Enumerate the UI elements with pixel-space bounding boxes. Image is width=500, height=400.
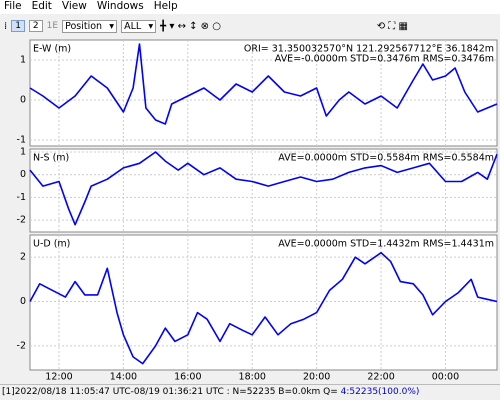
panel-annotation: AVE=0.0000m STD=0.5584m RMS=0.5584m bbox=[278, 153, 494, 164]
x-tick-label: 22:00 bbox=[367, 372, 394, 383]
data-line bbox=[29, 251, 498, 365]
toolbar: ⁞ 1 2 1E Position ALL ╋ ▾ ↔ ↕ ⊗ ○ ⟲ ⛶ ▦ bbox=[0, 14, 500, 38]
y-tick-label: -1 bbox=[17, 192, 26, 203]
x-tick-label: 00:00 bbox=[432, 372, 459, 383]
grip: ⁞ bbox=[4, 20, 8, 32]
panel-annotation: ORI= 31.350032570°N 121.292567712°E 36.1… bbox=[244, 44, 494, 55]
toolbar-button[interactable]: 1 bbox=[11, 20, 25, 32]
status-bar: [1]2022/08/18 11:05:47 UTC-08/19 01:36:2… bbox=[0, 384, 500, 400]
toolbar-button[interactable]: 2 bbox=[28, 20, 43, 32]
panel bbox=[29, 148, 498, 233]
panel-title: U-D (m) bbox=[33, 239, 70, 250]
menu-bar: File Edit View Windows Help bbox=[0, 0, 500, 14]
menu-item[interactable]: Windows bbox=[96, 0, 144, 12]
y-tick-label: 0 bbox=[20, 95, 26, 106]
x-tick-label: 12:00 bbox=[45, 372, 72, 383]
panel bbox=[29, 39, 498, 147]
data-line bbox=[29, 43, 498, 125]
menu-item[interactable]: Edit bbox=[31, 0, 52, 12]
menu-item[interactable]: Help bbox=[153, 0, 178, 12]
y-tick-label: -2 bbox=[17, 215, 26, 226]
y-tick-label: 0 bbox=[20, 296, 26, 307]
panel-annotation: AVE=-0.0000m STD=0.3476m RMS=0.3476m bbox=[275, 54, 494, 65]
tool-icon[interactable]: ╋ ▾ ↔ ↕ ⊗ ○ ⟲ ⛶ ▦ bbox=[160, 20, 408, 32]
x-tick-label: 20:00 bbox=[303, 372, 330, 383]
x-tick-label: 18:00 bbox=[239, 372, 266, 383]
data-line bbox=[29, 151, 498, 226]
panel-title: E-W (m) bbox=[33, 44, 71, 55]
menu-item[interactable]: View bbox=[61, 0, 87, 12]
x-tick-label: 14:00 bbox=[110, 372, 137, 383]
y-tick-label: -2 bbox=[17, 340, 26, 351]
plot-area: -1 0 1 E-W (m) ORI= 31.350032570°N 121.29256… bbox=[17, 39, 498, 383]
y-tick-label: 1 bbox=[20, 55, 26, 66]
toolbar-button[interactable]: 1E bbox=[46, 21, 59, 31]
status-text: [1]2022/08/18 11:05:47 UTC-08/19 01:36:2… bbox=[2, 387, 341, 397]
y-tick-label: 0 bbox=[20, 169, 26, 180]
x-tick-label: 16:00 bbox=[174, 372, 201, 383]
panel-title: N-S (m) bbox=[33, 153, 69, 164]
plot-type-combo[interactable]: Position bbox=[62, 19, 118, 33]
panel-annotation: AVE=0.0000m STD=1.4432m RMS=1.4431m bbox=[278, 239, 494, 250]
y-tick-label: -1 bbox=[17, 135, 26, 146]
status-quality: 4:52235(100.0%) bbox=[340, 387, 420, 397]
satellite-combo[interactable]: ALL bbox=[121, 19, 157, 33]
y-tick-label: 1 bbox=[20, 146, 26, 157]
y-tick-label: 2 bbox=[20, 252, 26, 263]
menu-item[interactable]: File bbox=[4, 0, 22, 12]
